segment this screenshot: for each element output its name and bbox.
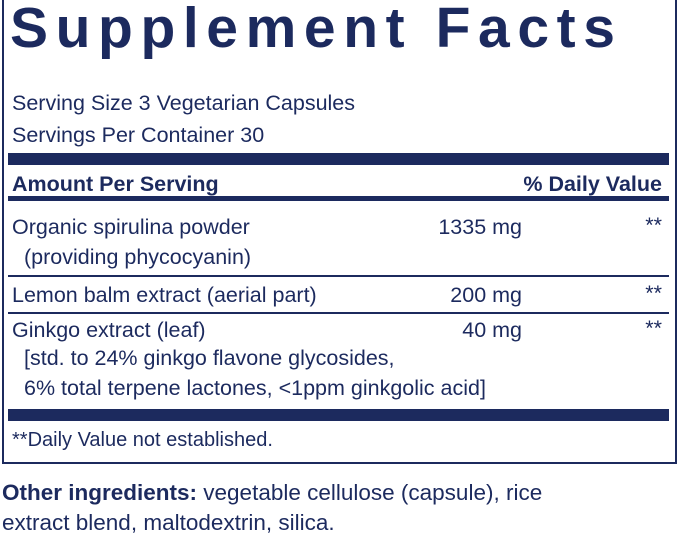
other-ingredients-text: vegetable cellulose (capsule), rice <box>197 480 543 505</box>
row-divider <box>8 312 669 314</box>
amount-per-serving-header: Amount Per Serving <box>12 172 219 196</box>
ingredient-detail: 6% total terpene lactones, <1ppm ginkgol… <box>24 376 486 400</box>
ingredient-amount: 1335 mg <box>438 215 522 239</box>
ingredient-amount: 200 mg <box>450 283 522 307</box>
medium-divider <box>8 196 669 201</box>
row-divider <box>8 275 669 277</box>
ingredient-dv: ** <box>645 281 662 305</box>
other-ingredients-line2: extract blend, maltodextrin, silica. <box>2 510 335 535</box>
thick-divider <box>8 409 669 421</box>
panel-title: Supplement Facts <box>10 0 623 60</box>
ingredient-name: Ginkgo extract (leaf) <box>12 318 206 342</box>
servings-per-container: Servings Per Container 30 <box>12 123 265 147</box>
ingredient-amount: 40 mg <box>462 318 522 342</box>
ingredient-detail: [std. to 24% ginkgo flavone glycosides, <box>24 346 395 370</box>
ingredient-dv: ** <box>645 213 662 237</box>
ingredient-detail: (providing phycocyanin) <box>24 245 252 269</box>
thick-divider <box>8 153 669 165</box>
supplement-facts-panel <box>2 0 677 464</box>
other-ingredients-label: Other ingredients: <box>2 480 198 505</box>
other-ingredients-line1: Other ingredients: vegetable cellulose (… <box>2 480 542 506</box>
ingredient-dv: ** <box>645 316 662 340</box>
footnote: **Daily Value not established. <box>12 429 273 451</box>
daily-value-header: % Daily Value <box>523 172 662 196</box>
serving-size: Serving Size 3 Vegetarian Capsules <box>12 91 356 115</box>
ingredient-name: Organic spirulina powder <box>12 215 250 239</box>
ingredient-name: Lemon balm extract (aerial part) <box>12 283 317 307</box>
